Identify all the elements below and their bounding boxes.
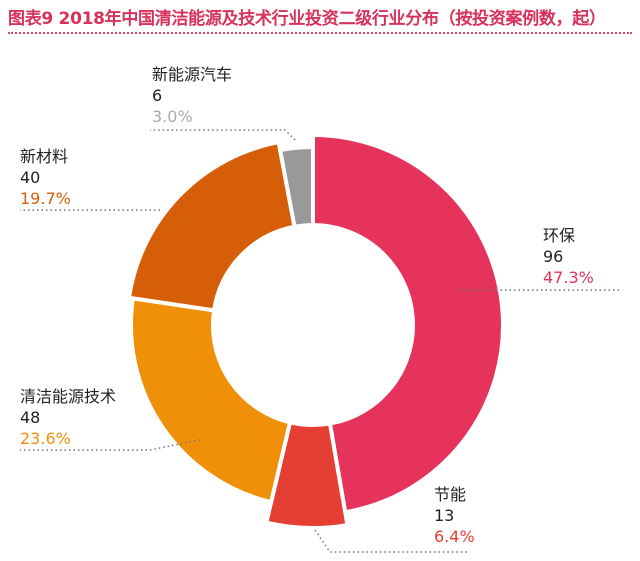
donut-slice-3 — [126, 139, 297, 313]
label-clean-energy-tech: 清洁能源技术 48 23.6% — [20, 386, 116, 449]
slice-percent: 3.0% — [152, 107, 193, 126]
slice-name: 清洁能源技术 — [20, 387, 117, 406]
slice-percent: 19.7% — [20, 189, 71, 208]
slice-value: 48 — [20, 408, 41, 427]
donut-slice-1 — [263, 419, 350, 530]
label-new-materials: 新材料 40 19.7% — [20, 146, 71, 209]
slice-value: 96 — [543, 247, 564, 266]
donut-slice-0 — [311, 132, 505, 515]
label-energy-saving: 节能 13 6.4% — [434, 484, 475, 547]
slice-name: 环保 — [543, 226, 576, 245]
chart-title: 图表9 2018年中国清洁能源及技术行业投资二级行业分布（按投资案例数，起） — [8, 9, 606, 29]
slice-percent: 6.4% — [434, 527, 475, 546]
donut-slice-2 — [129, 296, 293, 505]
slice-name: 新材料 — [20, 147, 69, 166]
leader-line-qingjie — [20, 439, 201, 451]
slice-value: 40 — [20, 168, 41, 187]
title-divider — [8, 32, 632, 34]
slice-value: 6 — [152, 86, 163, 105]
slice-percent: 47.3% — [543, 268, 594, 287]
slice-value: 13 — [434, 506, 455, 525]
slice-name: 节能 — [434, 485, 467, 504]
label-new-energy-vehicles: 新能源汽车 6 3.0% — [152, 64, 232, 127]
leader-line-qiche — [150, 129, 296, 141]
slice-percent: 23.6% — [20, 429, 71, 448]
slice-name: 新能源汽车 — [152, 65, 233, 84]
donut-slice-4 — [277, 144, 315, 230]
label-environmental: 环保 96 47.3% — [543, 225, 594, 288]
